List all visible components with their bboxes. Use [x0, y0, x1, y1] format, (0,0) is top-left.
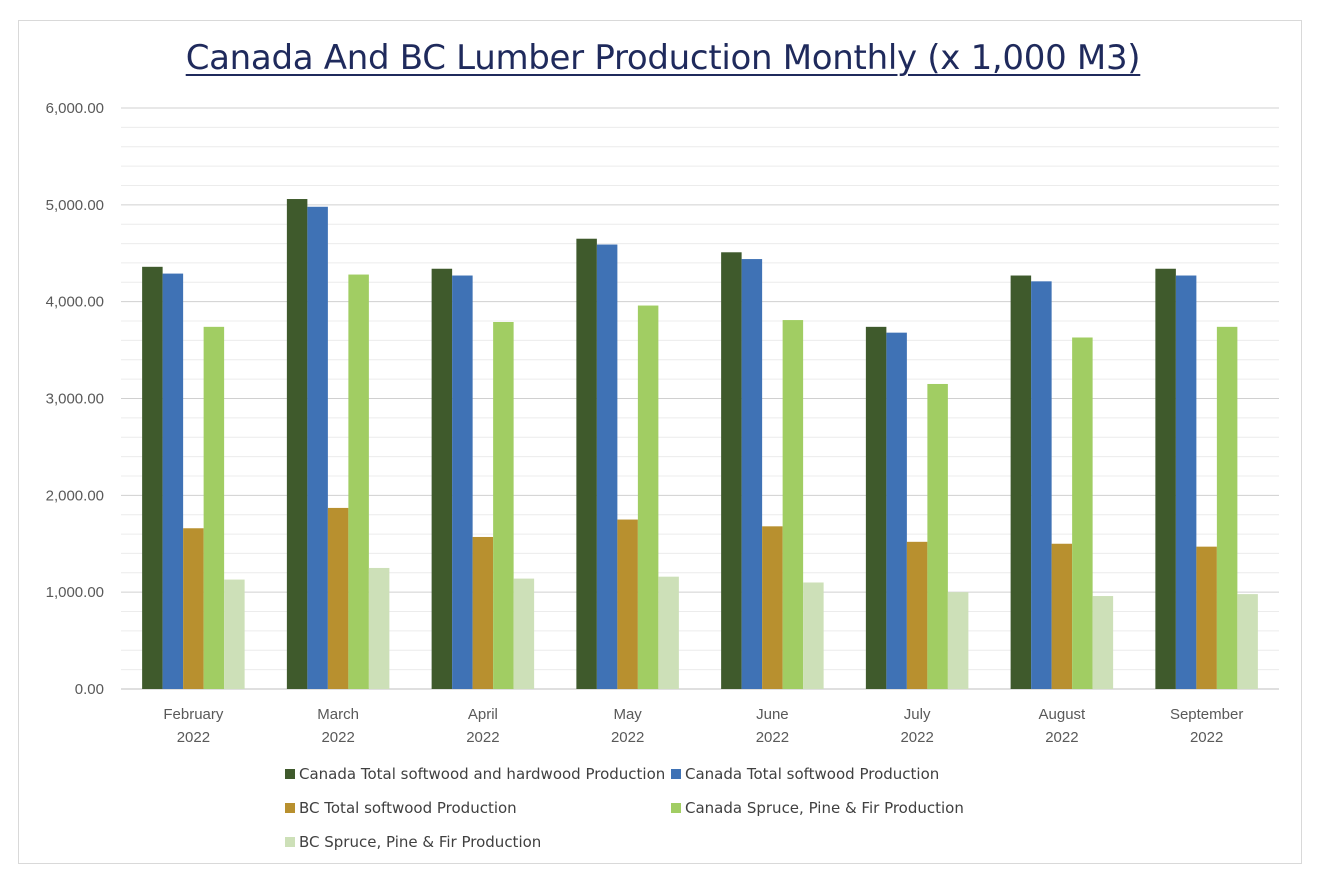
bars — [142, 199, 1258, 690]
legend-swatch — [285, 837, 295, 847]
legend-swatch — [671, 769, 681, 779]
legend-label: Canada Total softwood Production — [685, 765, 940, 783]
bar — [1155, 268, 1176, 689]
x-axis-ticks: February 2022 March 2022 April 2022 May 2022 Jun… — [163, 706, 1243, 746]
legend-label: BC Spruce, Pine & Fir Production — [299, 833, 542, 851]
x-tick-label: June — [756, 706, 789, 723]
y-tick-label: 4,000.00 — [46, 294, 104, 311]
bar — [596, 244, 618, 689]
bar — [927, 383, 948, 689]
bar — [803, 582, 824, 689]
x-tick-label: 2022 — [177, 729, 210, 746]
bar — [865, 326, 887, 689]
x-tick-label: August — [1039, 706, 1087, 723]
x-tick-label: 2022 — [1045, 729, 1078, 746]
bar — [472, 536, 494, 689]
bar — [307, 206, 328, 689]
bar — [1216, 326, 1238, 689]
legend-item: Canada Total softwood Production — [671, 765, 939, 783]
x-tick-label: September — [1170, 706, 1243, 723]
bar — [721, 252, 742, 689]
bar — [906, 541, 928, 689]
x-tick-label: 2022 — [611, 729, 644, 746]
bar — [348, 274, 369, 689]
legend-item: Canada Total softwood and hardwood Produ… — [285, 765, 665, 783]
bar — [1031, 281, 1052, 689]
bar — [513, 578, 535, 689]
bar — [162, 273, 184, 689]
x-tick-label: April — [468, 706, 498, 723]
legend-label: Canada Spruce, Pine & Fir Production — [685, 799, 964, 817]
bar — [637, 305, 659, 689]
legend-item: BC Total softwood Production — [285, 799, 517, 817]
y-axis-ticks: 0.00 1,000.00 2,000.00 3,000.00 4,000.00 5,00… — [46, 100, 104, 698]
bar — [762, 526, 783, 689]
y-tick-label: 2,000.00 — [46, 487, 104, 504]
legend-item: Canada Spruce, Pine & Fir Production — [671, 799, 964, 817]
x-tick-label: March — [317, 706, 359, 723]
x-tick-label: 2022 — [900, 729, 933, 746]
bar — [493, 322, 514, 689]
y-tick-label: 5,000.00 — [46, 197, 104, 214]
bar — [947, 592, 969, 689]
x-tick-label: 2022 — [466, 729, 499, 746]
legend-swatch — [285, 769, 295, 779]
y-tick-label: 0.00 — [75, 681, 104, 698]
x-tick-label: May — [613, 706, 642, 723]
bar — [431, 268, 453, 689]
bar — [617, 519, 638, 689]
y-tick-label: 6,000.00 — [46, 100, 104, 117]
y-tick-label: 3,000.00 — [46, 391, 104, 408]
x-tick-label: 2022 — [321, 729, 354, 746]
bar — [658, 576, 679, 689]
bar — [1175, 275, 1197, 689]
bar — [1051, 543, 1073, 689]
bar — [203, 326, 225, 689]
bar — [741, 259, 763, 689]
bar — [142, 266, 163, 689]
x-tick-label: 2022 — [1190, 729, 1223, 746]
bar — [1196, 546, 1217, 689]
bar — [286, 199, 308, 690]
legend-swatch — [671, 803, 681, 813]
bar — [183, 528, 204, 689]
y-tick-label: 1,000.00 — [46, 584, 104, 601]
bar — [452, 275, 473, 689]
x-tick-label: July — [904, 706, 931, 723]
x-tick-label: February — [163, 706, 224, 723]
bar — [782, 320, 804, 689]
bar — [327, 507, 349, 689]
legend-label: Canada Total softwood and hardwood Produ… — [299, 765, 666, 783]
legend-swatch — [285, 803, 295, 813]
x-tick-label: 2022 — [756, 729, 789, 746]
bar — [1072, 337, 1093, 689]
bar — [1237, 594, 1258, 689]
bar — [1010, 275, 1032, 689]
legend-item: BC Spruce, Pine & Fir Production — [285, 833, 541, 851]
bar — [886, 332, 907, 689]
legend-label: BC Total softwood Production — [299, 799, 517, 817]
bar — [1092, 596, 1114, 689]
bar — [368, 567, 390, 689]
bar — [224, 579, 245, 689]
bar — [576, 238, 597, 689]
chart-title: Canada And BC Lumber Production Monthly … — [185, 38, 1141, 78]
